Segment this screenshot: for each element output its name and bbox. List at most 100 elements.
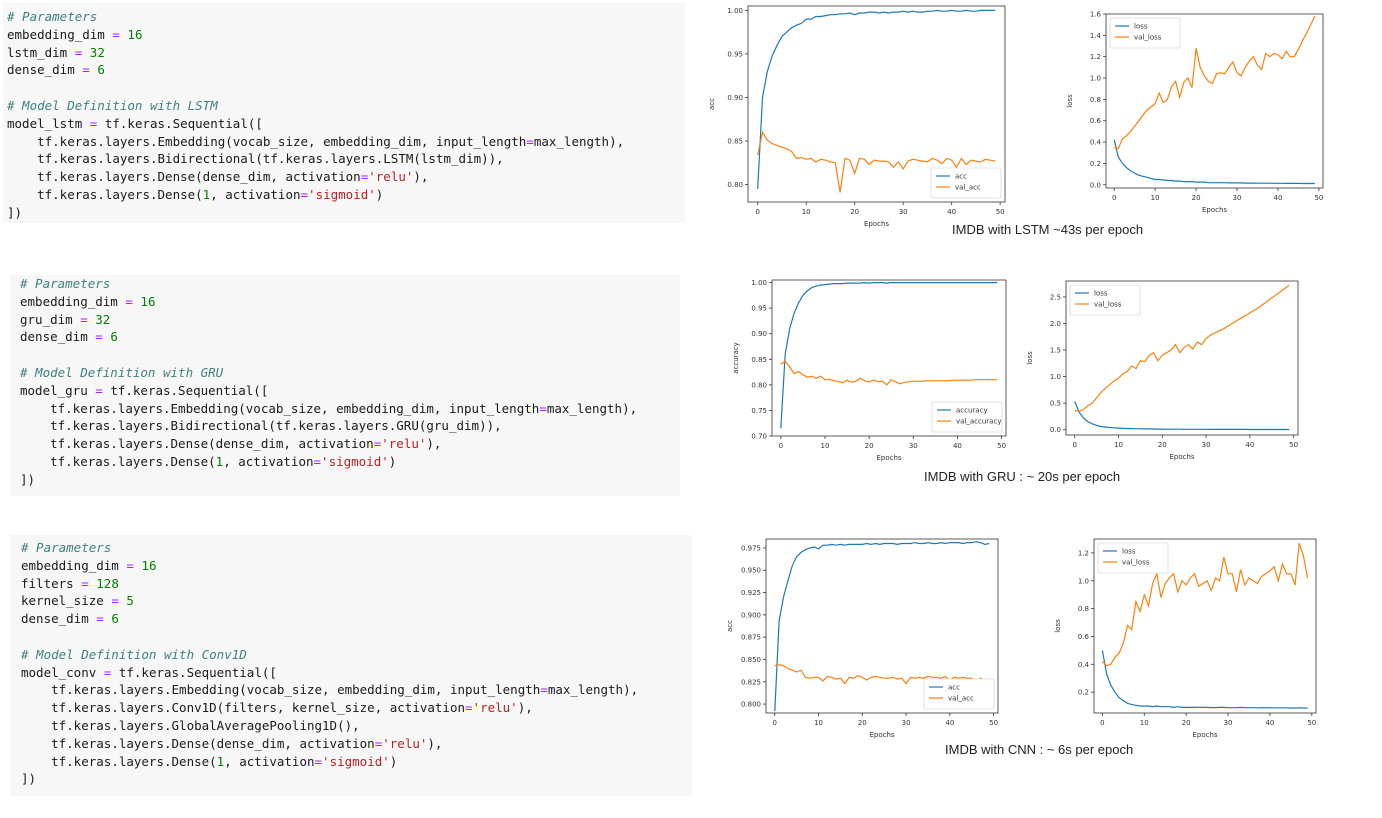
code-line: tf.keras.layers.Dense(dense_dim, activat… — [20, 435, 637, 453]
y-tick-label: 0.975 — [741, 544, 761, 552]
code-token: kernel_size — [21, 593, 112, 609]
code-token — [82, 45, 90, 60]
code-token: 1 — [216, 753, 225, 769]
code-block-lstm[interactable]: # Parameters embedding_dim = 16 lstm_dim =… — [7, 8, 624, 222]
y-tick-label: 1.00 — [751, 279, 767, 287]
y-tick-label: 0.70 — [751, 433, 767, 441]
code-token: tf.keras.layers.Bidirectional(tf.keras.l… — [20, 418, 502, 434]
code-token: model_gru — [20, 382, 96, 398]
code-token: dense_dim — [20, 329, 96, 345]
series-line-loss — [1074, 401, 1290, 431]
code-line: # Model Definition with GRU — [20, 364, 637, 382]
x-axis-label: Epochs — [876, 454, 901, 462]
x-tick-label: 50 — [1289, 441, 1298, 449]
code-line: # Parameters — [7, 8, 624, 26]
series-line-loss — [1113, 139, 1315, 185]
chart-svg: 0 10 20 30 40 50 0.0 0.2 0.4 0.6 0.8 1.0 1.2 1.4 1.6 Ep… — [1066, 11, 1324, 214]
code-token: model_lstm — [7, 115, 90, 131]
y-tick-label: 1.2 — [1090, 53, 1101, 61]
code-line: # Model Definition with LSTM — [7, 97, 624, 115]
y-tick-label: 1.0 — [1050, 373, 1061, 381]
code-line: tf.keras.layers.Dense(1, activation='sig… — [7, 186, 624, 204]
x-tick-label: 0 — [773, 719, 777, 727]
code-token: 'relu' — [382, 735, 428, 751]
code-block-conv1d[interactable]: # Parameters embedding_dim = 16 filters = … — [21, 539, 638, 788]
y-tick-label: 1.00 — [727, 7, 743, 15]
y-tick-label: 0.925 — [741, 589, 761, 597]
legend-label: val_loss — [1094, 301, 1122, 309]
series-line-loss — [1101, 650, 1308, 709]
chart-svg: 0 10 20 30 40 50 0.2 0.4 0.6 0.8 1.0 1.2 Epochs loss l… — [1054, 538, 1317, 739]
code-line: tf.keras.layers.Dense(dense_dim, activat… — [21, 735, 638, 753]
code-line: filters = 128 — [21, 575, 638, 593]
legend-label: val_acc — [948, 695, 974, 703]
code-token: embedding_dim — [21, 557, 127, 573]
code-token: = — [540, 682, 548, 698]
y-tick-label: 2.5 — [1050, 293, 1061, 301]
legend-label: acc — [955, 173, 967, 181]
y-tick-label: 0.95 — [751, 305, 767, 313]
code-cell-gru[interactable]: # Parameters embedding_dim = 16 gru_dim = … — [10, 275, 680, 496]
code-token: # Model Definition with LSTM — [7, 97, 218, 113]
code-block-gru[interactable]: # Parameters embedding_dim = 16 gru_dim = … — [20, 275, 637, 489]
code-token: # Model Definition with Conv1D — [21, 646, 247, 662]
gru-caption: IMDB with GRU : ~ 20s per epoch — [924, 469, 1121, 484]
y-tick-label: 0.75 — [751, 407, 767, 415]
code-token: # Parameters — [21, 540, 112, 555]
x-tick-label: 0 — [1073, 441, 1077, 449]
x-tick-label: 20 — [1192, 194, 1201, 202]
code-cell-conv1d[interactable]: # Parameters embedding_dim = 16 filters = … — [10, 535, 692, 796]
code-token: = — [373, 436, 382, 452]
chart-svg: 0 10 20 30 40 50 0.0 0.5 1.0 1.5 2.0 2.5 Epochs loss l… — [1026, 280, 1299, 461]
x-tick-label: 50 — [997, 442, 1006, 450]
y-tick-label: 0.8 — [1090, 96, 1101, 104]
y-tick-label: 0.900 — [741, 611, 761, 619]
y-tick-label: 0.6 — [1090, 117, 1102, 125]
series-line-val_loss — [1101, 543, 1309, 667]
code-token: tf.keras.layers.Dense(dense_dim, activat… — [20, 436, 374, 452]
y-tick-label: 0.875 — [741, 634, 761, 642]
y-tick-label: 0.8 — [1078, 605, 1089, 613]
x-tick-label: 10 — [802, 208, 811, 216]
x-tick-label: 20 — [1158, 441, 1167, 449]
code-line: tf.keras.layers.Bidirectional(tf.keras.l… — [20, 417, 637, 435]
x-tick-label: 40 — [1245, 441, 1254, 449]
x-tick-label: 10 — [1151, 194, 1160, 202]
y-axis-label: accuracy — [732, 342, 740, 374]
chart-svg: 0 10 20 30 40 50 0.80 0.85 0.90 0.95 1.00 Epochs acc… — [708, 5, 1006, 228]
code-cell-lstm[interactable]: # Parameters embedding_dim = 16 lstm_dim =… — [3, 3, 685, 223]
code-token: 1 — [215, 453, 224, 469]
x-tick-label: 50 — [1307, 719, 1316, 727]
code-line: ]) — [7, 204, 624, 222]
y-tick-label: 0.85 — [727, 138, 743, 146]
code-token: 128 — [96, 575, 119, 591]
code-token: = — [374, 735, 383, 751]
x-tick-label: 20 — [1182, 719, 1191, 727]
lstm-caption: IMDB with LSTM ~43s per epoch — [952, 222, 1144, 237]
code-token: embedding_dim — [20, 293, 126, 309]
code-token: dense_dim — [7, 62, 83, 78]
series-line-acc — [757, 9, 996, 189]
code-line: embedding_dim = 16 — [21, 557, 638, 575]
y-tick-label: 0.0 — [1090, 181, 1101, 189]
series-line-val_accuracy — [780, 360, 998, 386]
y-axis-label: acc — [726, 620, 734, 632]
series-line-acc — [774, 541, 990, 712]
gru-accuracy-chart: 0 10 20 30 40 50 0.70 0.75 0.80 0.85 0.90 0.95 1.00 E… — [724, 274, 1016, 466]
code-line: model_lstm = tf.keras.Sequential([ — [7, 115, 624, 133]
code-token: 'sigmoid' — [308, 186, 376, 202]
code-token: = — [81, 575, 89, 591]
code-token: tf.keras.layers.Bidirectional(tf.keras.l… — [7, 151, 504, 167]
legend-label: accuracy — [956, 407, 988, 415]
chart-svg: 0 10 20 30 40 50 0.800 0.825 0.850 0.875 0.900 0.92… — [726, 538, 999, 739]
code-line: tf.keras.layers.Dense(dense_dim, activat… — [7, 168, 624, 186]
code-token: 'sigmoid' — [322, 753, 390, 769]
series-line-val_acc — [757, 130, 996, 193]
y-axis-label: loss — [1026, 351, 1034, 365]
legend-label: loss — [1134, 23, 1148, 31]
legend-label: loss — [1122, 548, 1136, 556]
code-token: 16 — [140, 293, 156, 309]
code-token: gru_dim — [20, 311, 81, 327]
y-tick-label: 0.6 — [1078, 633, 1090, 641]
code-token: 1 — [202, 186, 211, 202]
